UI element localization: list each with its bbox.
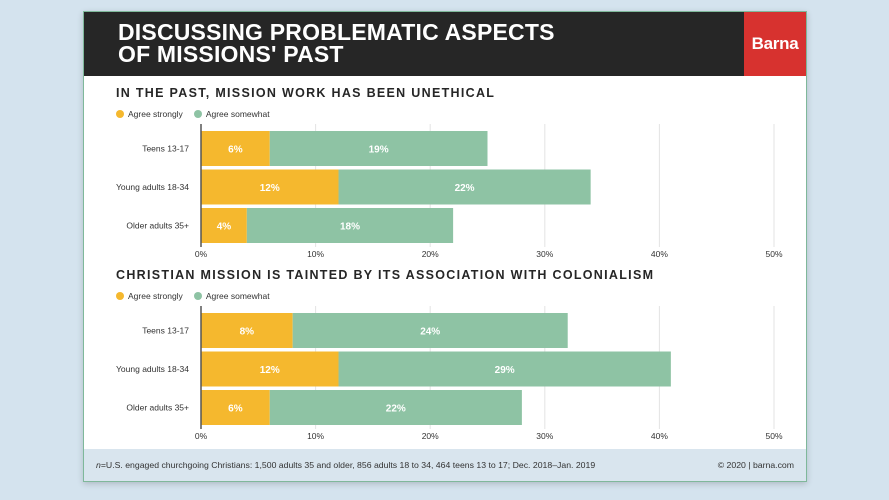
x-tick-label: 10% <box>307 249 324 259</box>
legend-label-agree-strongly: Agree strongly <box>128 291 183 301</box>
legend-agree-somewhat: Agree somewhat <box>193 109 270 119</box>
bar-agree-somewhat <box>269 131 488 166</box>
data-label: 6% <box>228 145 243 156</box>
data-label: 12% <box>260 183 280 194</box>
infographic-card: DISCUSSING PROBLEMATIC ASPECTS OF MISSIO… <box>83 11 807 482</box>
x-tick-label: 10% <box>307 431 324 441</box>
data-label: 18% <box>340 222 360 233</box>
chart-1-title: IN THE PAST, MISSION WORK HAS BEEN UNETH… <box>116 86 496 100</box>
legend-agree-strongly: Agree strongly <box>116 291 183 301</box>
chart-2-title: CHRISTIAN MISSION IS TAINTED BY ITS ASSO… <box>116 268 655 282</box>
sample-note: n=U.S. engaged churchgoing Christians: 1… <box>96 460 595 470</box>
x-tick-label: 0% <box>195 249 208 259</box>
x-tick-label: 20% <box>422 249 439 259</box>
bar-agree-strongly <box>201 208 247 243</box>
chart-2-legend: Agree strongly Agree somewhat <box>116 289 281 303</box>
data-label: 22% <box>386 404 406 415</box>
x-tick-label: 50% <box>765 249 782 259</box>
x-tick-label: 30% <box>536 249 553 259</box>
legend-dot-agree-strongly <box>116 292 124 300</box>
bar-agree-strongly <box>201 169 339 205</box>
bar-agree-strongly <box>201 313 293 348</box>
chart-1-legend: Agree strongly Agree somewhat <box>116 107 281 121</box>
bar-agree-somewhat <box>338 169 591 205</box>
header-bar: DISCUSSING PROBLEMATIC ASPECTS OF MISSIO… <box>84 12 744 76</box>
sample-note-text: =U.S. engaged churchgoing Christians: 1,… <box>100 460 596 470</box>
bar-agree-somewhat <box>292 313 568 348</box>
x-tick-label: 40% <box>651 249 668 259</box>
data-label: 22% <box>455 183 475 194</box>
x-tick-label: 50% <box>765 431 782 441</box>
category-label: Teens 13-17 <box>142 326 189 336</box>
legend-dot-agree-somewhat <box>193 110 202 118</box>
x-tick-label: 0% <box>195 431 208 441</box>
legend-dot-agree-somewhat <box>193 292 202 300</box>
legend-label-agree-somewhat: Agree somewhat <box>205 291 270 301</box>
x-tick-label: 40% <box>651 431 668 441</box>
bar-agree-strongly <box>201 351 339 387</box>
data-label: 19% <box>369 145 389 156</box>
bar-agree-somewhat <box>338 351 671 387</box>
data-label: 4% <box>217 222 232 233</box>
barna-logo[interactable]: Barna <box>744 12 806 76</box>
data-label: 8% <box>240 327 255 338</box>
data-label: 6% <box>228 404 243 415</box>
legend-agree-somewhat: Agree somewhat <box>193 291 270 301</box>
copyright[interactable]: © 2020 | barna.com <box>717 460 794 470</box>
category-label: Teens 13-17 <box>142 144 189 154</box>
legend-agree-strongly: Agree strongly <box>116 109 183 119</box>
category-label: Young adults 18-34 <box>116 364 189 374</box>
data-label: 24% <box>420 327 440 338</box>
category-label: Young adults 18-34 <box>116 182 189 192</box>
x-tick-label: 20% <box>422 431 439 441</box>
bar-agree-somewhat <box>269 390 522 425</box>
sample-n-label: n <box>96 460 101 470</box>
page-title: DISCUSSING PROBLEMATIC ASPECTS OF MISSIO… <box>118 19 555 67</box>
data-label: 12% <box>260 365 280 376</box>
category-label: Older adults 35+ <box>126 403 189 413</box>
legend-label-agree-strongly: Agree strongly <box>128 109 183 119</box>
x-tick-label: 30% <box>536 431 553 441</box>
legend-label-agree-somewhat: Agree somewhat <box>205 109 270 119</box>
legend-dot-agree-strongly <box>116 110 124 118</box>
footer: n=U.S. engaged churchgoing Christians: 1… <box>84 449 806 481</box>
bar-agree-strongly <box>201 390 270 425</box>
bar-agree-somewhat <box>246 208 454 243</box>
chart-1-plot: Teens 13-17 6% 19% Young adults 18-34 12% 22%… <box>116 124 783 259</box>
category-label: Older adults 35+ <box>126 221 189 231</box>
chart-2-plot: Teens 13-17 8% 24% Young adults 18-34 12% 29%… <box>116 306 783 441</box>
logo-text: Barna <box>751 34 799 53</box>
data-label: 29% <box>495 365 515 376</box>
bar-agree-strongly <box>201 131 270 166</box>
